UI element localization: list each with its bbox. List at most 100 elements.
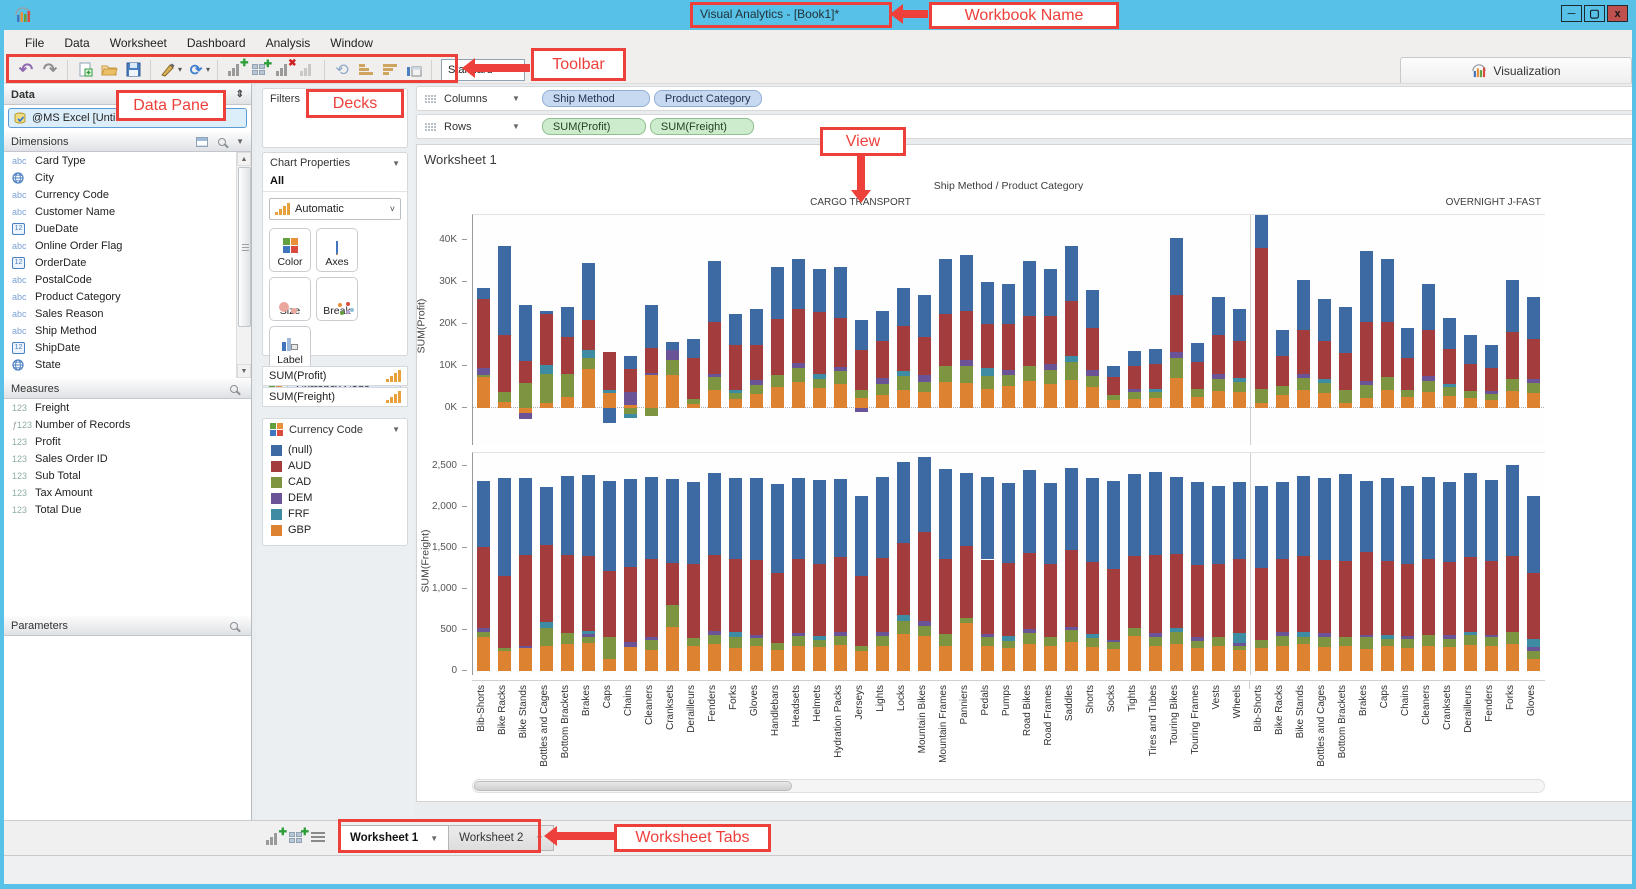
bar-segment-GBP[interactable] (855, 397, 868, 408)
bar-segment-CAD[interactable] (1380, 639, 1394, 647)
bar-segment-DEM[interactable] (1002, 370, 1015, 375)
bar-segment-null[interactable] (729, 313, 742, 345)
bar-segment-FRF[interactable] (813, 635, 826, 640)
bar-segment-GBP[interactable] (603, 393, 616, 408)
bar-segment-AUD[interactable] (582, 319, 595, 351)
bar-bike-stands[interactable] (1293, 453, 1314, 675)
bar-brakes[interactable] (1356, 215, 1377, 445)
bar-segment-AUD[interactable] (666, 562, 679, 605)
bar-segment-GBP[interactable] (1526, 658, 1540, 671)
bar-segment-AUD[interactable] (750, 345, 763, 381)
bar-segment-GBP[interactable] (1212, 390, 1225, 408)
bar-segment-null[interactable] (1401, 328, 1415, 358)
bar-bib-shorts[interactable] (1251, 215, 1272, 445)
save-icon[interactable] (121, 59, 145, 81)
bar-segment-AUD[interactable] (1317, 560, 1331, 634)
bar-segment-GBP[interactable] (750, 394, 763, 408)
worksheet-tab-worksheet-1[interactable]: Worksheet 1 ▼ (339, 825, 450, 851)
bar-segment-null[interactable] (897, 288, 910, 327)
legend-item-FRF[interactable]: FRF (271, 506, 399, 522)
add-visualization-icon[interactable]: ✚ (223, 58, 249, 81)
bar-segment-GBP[interactable] (1526, 393, 1540, 408)
bar-segment-null[interactable] (1233, 482, 1246, 559)
bar-hydration-packs[interactable] (830, 215, 851, 445)
bar-segment-AUD[interactable] (981, 559, 994, 635)
menu-dashboard[interactable]: Dashboard (186, 36, 246, 50)
bar-segment-GBP[interactable] (477, 636, 490, 671)
bar-segment-CAD[interactable] (666, 604, 679, 627)
chart-type-select[interactable]: Automatic ˅ (269, 198, 401, 220)
dimension-field-customer-name[interactable]: abc Customer Name (4, 203, 251, 220)
bar-segment-CAD[interactable] (1380, 376, 1394, 391)
chevron-down-icon[interactable]: ▼ (236, 137, 244, 146)
bar-segment-DEM[interactable] (645, 373, 658, 375)
bar-segment-CAD[interactable] (792, 635, 805, 646)
bar-segment-AUD[interactable] (1023, 552, 1036, 630)
bar-segment-CAD[interactable] (1044, 637, 1057, 646)
bar-segment-AUD[interactable] (960, 546, 973, 618)
bar-segment-CAD[interactable] (981, 375, 994, 389)
minimize-button[interactable]: ─ (1561, 5, 1582, 22)
bar-helmets[interactable] (809, 215, 830, 445)
bar-segment-GBP[interactable] (1128, 398, 1141, 408)
chevron-down-icon[interactable]: ▼ (512, 122, 520, 131)
bar-segment-AUD[interactable] (1170, 553, 1183, 628)
bar-segment-CAD[interactable] (1086, 638, 1099, 648)
menu-file[interactable]: File (25, 36, 45, 50)
scroll-up-icon[interactable]: ▲ (237, 152, 251, 166)
bar-segment-GBP[interactable] (750, 646, 763, 671)
bar-segment-AUD[interactable] (1443, 349, 1457, 385)
bar-segment-FRF[interactable] (897, 371, 910, 376)
bar-segment-AUD[interactable] (1107, 376, 1120, 396)
bar-segment-AUD[interactable] (1170, 294, 1183, 352)
bar-segment-AUD[interactable] (1443, 561, 1457, 635)
bar-saddles[interactable] (1061, 453, 1082, 675)
bar-segment-CAD[interactable] (1464, 391, 1478, 399)
bar-tights[interactable] (1124, 215, 1145, 445)
bar-segment-CAD[interactable] (708, 634, 721, 644)
bar-segment-AUD[interactable] (876, 340, 889, 379)
menu-analysis[interactable]: Analysis (265, 36, 311, 50)
bar-segment-FRF[interactable] (540, 365, 553, 375)
bar-handlebars[interactable] (767, 215, 788, 445)
bar-segment-DEM[interactable] (519, 645, 532, 649)
worksheet-tab-worksheet-2[interactable]: Worksheet 2 ▼ (449, 825, 555, 851)
bar-segment-DEM[interactable] (918, 375, 931, 382)
bar-segment-AUD[interactable] (813, 312, 826, 374)
bar-segment-GBP[interactable] (960, 383, 973, 408)
bar-segment-null[interactable] (1255, 215, 1268, 249)
bar-segment-FRF[interactable] (1233, 377, 1246, 382)
measure-field-freight[interactable]: 123 Freight (4, 399, 251, 416)
bar-segment-null[interactable] (792, 478, 805, 560)
bar-wheels[interactable] (1229, 453, 1250, 675)
bar-segment-FRF[interactable] (1002, 635, 1015, 641)
maximize-button[interactable]: ▢ (1584, 5, 1605, 22)
bar-segment-DEM[interactable] (1149, 633, 1162, 637)
bar-segment-AUD[interactable] (540, 544, 553, 622)
bar-segment-DEM[interactable] (1170, 351, 1183, 358)
legend-item-null[interactable]: (null) (271, 442, 399, 458)
bar-segment-GBP[interactable] (624, 404, 637, 408)
break-button[interactable]: Break (316, 277, 358, 321)
bar-segment-null[interactable] (666, 479, 679, 563)
bar-segment-DEM[interactable] (981, 634, 994, 638)
sort-descending-icon[interactable] (378, 59, 402, 81)
chart-properties-header[interactable]: Chart Properties ▼ (270, 157, 400, 169)
bar-derailleurs[interactable] (683, 215, 704, 445)
bar-segment-DEM[interactable] (1317, 633, 1331, 638)
bar-segment-AUD[interactable] (582, 556, 595, 631)
bar-segment-DEM[interactable] (1191, 636, 1204, 641)
bar-segment-DEM[interactable] (1526, 647, 1540, 651)
bar-segment-null[interactable] (1506, 279, 1520, 333)
bar-hydration-packs[interactable] (830, 453, 851, 675)
bar-segment-CAD[interactable] (1170, 357, 1183, 378)
bar-vests[interactable] (1208, 453, 1229, 675)
bar-segment-CAD[interactable] (1149, 636, 1162, 647)
bar-segment-CAD[interactable] (582, 358, 595, 369)
bar-segment-GBP[interactable] (1443, 647, 1457, 671)
bar-segment-GBP[interactable] (519, 408, 532, 414)
bar-segment-null[interactable] (1255, 485, 1268, 568)
bar-segment-CAD[interactable] (750, 384, 763, 395)
bar-segment-GBP[interactable] (813, 647, 826, 671)
legend-item-DEM[interactable]: DEM (271, 490, 399, 506)
